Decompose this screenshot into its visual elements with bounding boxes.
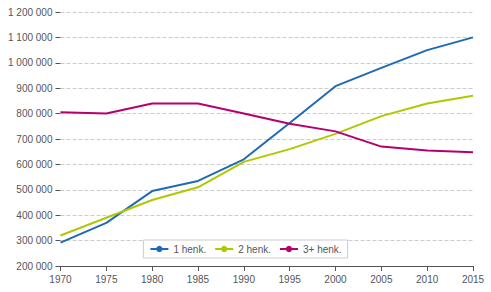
- svg-text:1975: 1975: [95, 274, 118, 285]
- svg-text:600 000: 600 000: [16, 159, 53, 170]
- svg-text:1995: 1995: [279, 274, 302, 285]
- svg-text:2005: 2005: [370, 274, 393, 285]
- svg-text:400 000: 400 000: [16, 210, 53, 221]
- svg-text:700 000: 700 000: [16, 134, 53, 145]
- svg-text:800 000: 800 000: [16, 108, 53, 119]
- svg-text:1 henk.: 1 henk.: [173, 244, 206, 255]
- svg-text:900 000: 900 000: [16, 83, 53, 94]
- svg-text:2015: 2015: [462, 274, 485, 285]
- svg-text:500 000: 500 000: [16, 184, 53, 195]
- svg-text:2010: 2010: [416, 274, 439, 285]
- svg-text:200 000: 200 000: [16, 261, 53, 272]
- svg-text:1980: 1980: [141, 274, 164, 285]
- svg-text:300 000: 300 000: [16, 235, 53, 246]
- svg-text:1 000 000: 1 000 000: [8, 57, 53, 68]
- svg-text:1990: 1990: [233, 274, 256, 285]
- svg-text:2000: 2000: [324, 274, 347, 285]
- svg-text:1 200 000: 1 200 000: [8, 7, 53, 18]
- svg-text:2 henk.: 2 henk.: [238, 244, 271, 255]
- svg-text:3+ henk.: 3+ henk.: [303, 244, 342, 255]
- svg-text:1985: 1985: [187, 274, 210, 285]
- svg-text:1 100 000: 1 100 000: [8, 32, 53, 43]
- svg-text:1970: 1970: [49, 274, 72, 285]
